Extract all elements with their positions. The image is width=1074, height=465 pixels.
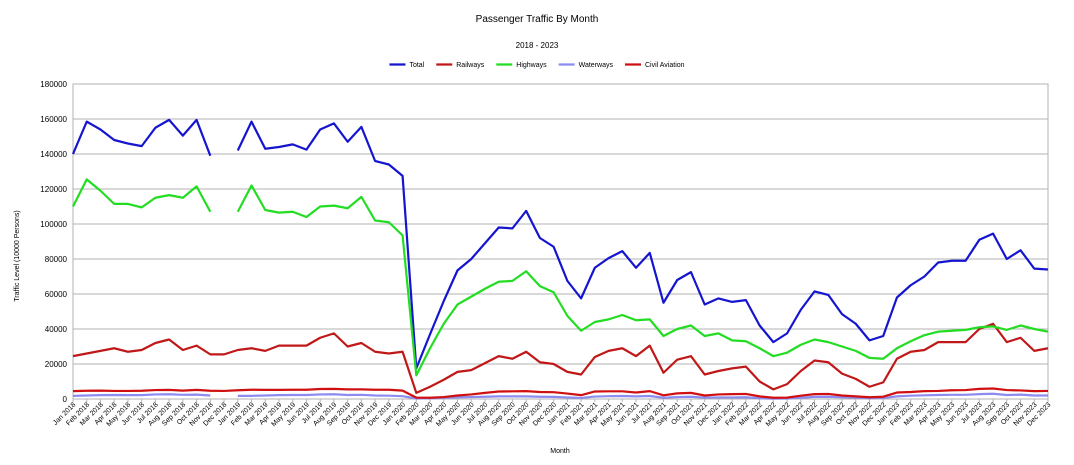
- chart-title: Passenger Traffic By Month: [476, 14, 599, 25]
- legend-label: Total: [409, 62, 424, 69]
- y-tick-label: 0: [63, 395, 68, 404]
- y-axis-label: Traffic Level (10000 Persons): [14, 210, 21, 301]
- y-tick-label: 20000: [45, 360, 68, 369]
- y-tick-label: 80000: [45, 255, 68, 264]
- y-tick-label: 120000: [40, 185, 67, 194]
- legend-label: Waterways: [579, 62, 614, 69]
- legend-label: Railways: [456, 62, 485, 69]
- y-tick-label: 60000: [45, 290, 68, 299]
- series-line: [71, 118, 1049, 370]
- series-line: [72, 178, 1049, 377]
- legend-label: Highways: [516, 62, 547, 69]
- y-tick-label: 140000: [40, 150, 67, 159]
- series-line: [72, 322, 1049, 394]
- chart-subtitle: 2018 - 2023: [516, 41, 559, 50]
- series-line: [72, 392, 1048, 400]
- y-tick-label: 100000: [40, 220, 67, 229]
- legend-label: Civil Aviation: [645, 62, 685, 69]
- y-tick-label: 160000: [40, 115, 67, 124]
- x-axis-label: Month: [550, 448, 570, 455]
- y-tick-label: 40000: [45, 325, 68, 334]
- series-line: [72, 387, 1049, 399]
- y-tick-label: 180000: [40, 80, 67, 89]
- plot-frame: [72, 83, 1049, 400]
